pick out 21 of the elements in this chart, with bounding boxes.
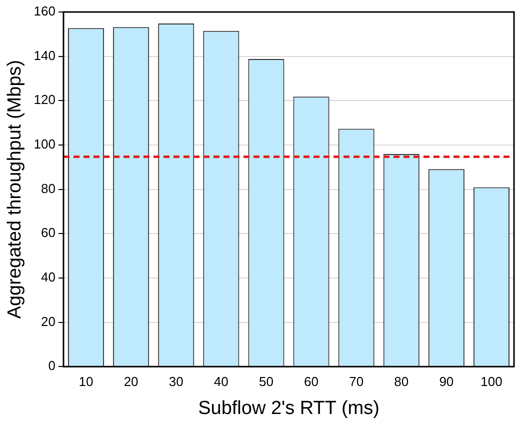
y-tick-label: 80 — [41, 180, 56, 196]
x-tick-label: 30 — [168, 374, 184, 389]
x-tick-label: 50 — [258, 374, 274, 389]
x-tick-label: 70 — [349, 374, 364, 389]
x-axis-title: Subflow 2's RTT (ms) — [198, 398, 380, 419]
y-tick-label: 100 — [34, 136, 56, 152]
y-tick-label: 160 — [34, 4, 56, 19]
x-tick-label: 20 — [124, 374, 138, 389]
x-tick-label: 60 — [304, 374, 319, 389]
x-tick-label: 100 — [480, 374, 502, 389]
y-tick-label: 20 — [41, 314, 56, 329]
x-tick-label: 40 — [214, 374, 228, 389]
y-tick-label: 40 — [41, 270, 56, 285]
y-tick-label: 140 — [34, 48, 56, 63]
x-tick-label: 90 — [439, 374, 454, 389]
x-tick-label: 10 — [78, 374, 94, 389]
y-tick-label: 0 — [48, 358, 56, 374]
y-tick-label: 60 — [41, 225, 56, 240]
y-axis-title: Aggregated throughput (Mbps) — [4, 60, 26, 319]
y-tick-label: 120 — [34, 92, 56, 108]
x-tick-label: 80 — [394, 374, 409, 389]
